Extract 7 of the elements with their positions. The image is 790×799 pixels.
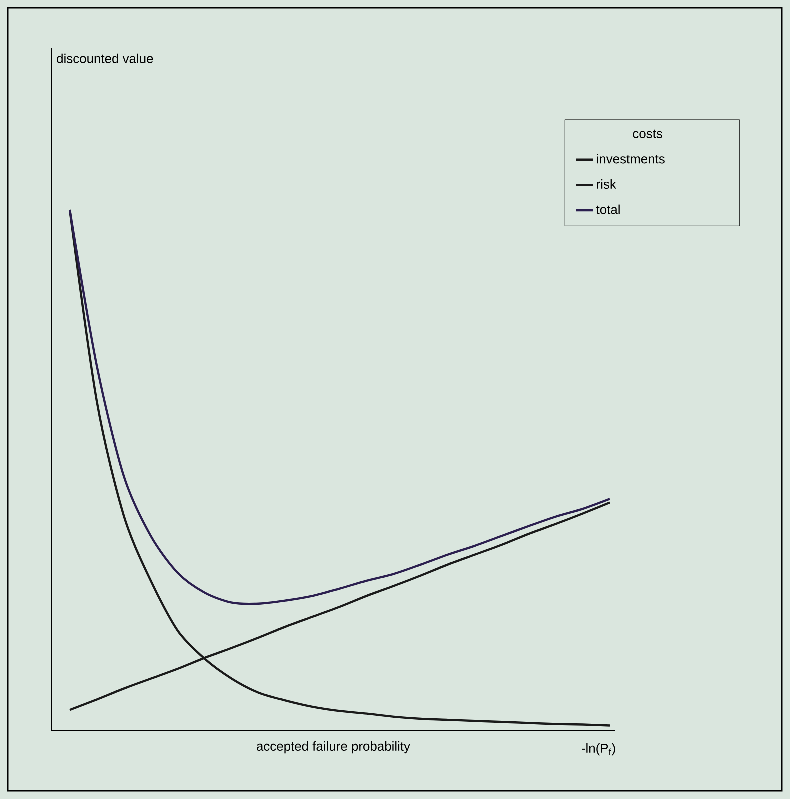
legend-title: costs — [633, 130, 662, 138]
legend-label: risk — [597, 180, 616, 190]
x-axis-title: accepted failure probability — [257, 742, 410, 754]
text: discounted value — [57, 54, 154, 64]
text: -ln(P$_{f}$) — [582, 744, 616, 756]
legend-label: total — [596, 204, 620, 214]
legend-label: investments — [597, 154, 665, 164]
